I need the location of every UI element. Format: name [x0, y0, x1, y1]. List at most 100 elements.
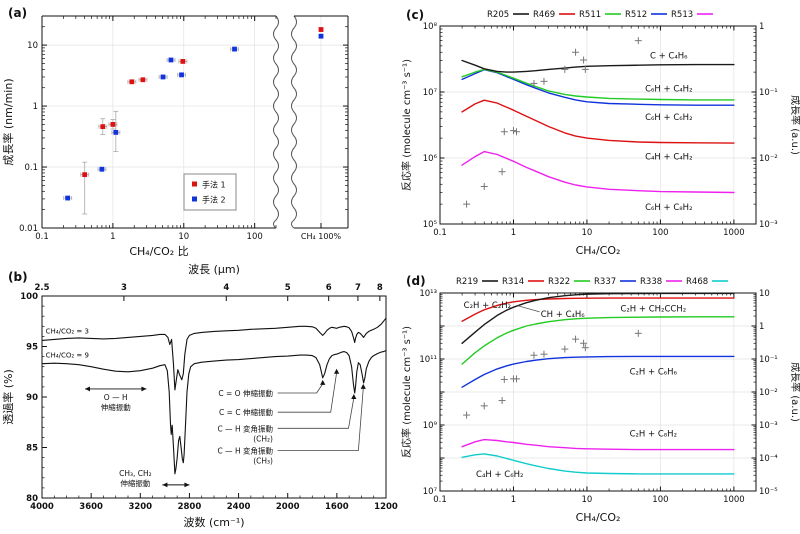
series-line-R511	[461, 68, 735, 101]
plus-marker	[480, 182, 488, 190]
plus-marker	[530, 79, 538, 87]
plus-marker	[480, 402, 488, 410]
y-tick-label-left: 10¹³	[419, 289, 437, 299]
y-tick-label: 0.1	[24, 163, 38, 173]
x-axis-title: 波数 (cm⁻¹)	[183, 516, 244, 529]
grid	[440, 26, 756, 224]
spectrum-curve-1	[41, 349, 387, 475]
scatter-point-手法 1	[82, 172, 88, 178]
x-tick-label: 10	[178, 232, 189, 242]
spectrum-label: CH₄/CO₂ = 3	[46, 327, 89, 335]
y-tick-label: 100	[20, 292, 38, 302]
annotation-leader-label: C — H 変角振動	[217, 446, 273, 456]
plus-marker	[634, 37, 642, 45]
break-axis-label: CH₄ 100%	[301, 232, 342, 241]
plus-marker	[463, 411, 471, 419]
y-tick-label-right: 10	[759, 289, 770, 299]
series-label-R338: C₂H + C₈H₂	[630, 430, 677, 440]
series-label-R337: C₂H + C₆H₆	[630, 367, 678, 377]
y-tick-label-right: 10⁻¹	[759, 88, 778, 98]
legend-label: 手法 1	[202, 180, 226, 190]
x-tick-label: 1000	[723, 495, 745, 505]
y-tick-label: 1	[33, 102, 38, 112]
arrow-head	[184, 482, 190, 488]
scatter-point-手法 1	[100, 124, 106, 130]
x2-tick-label: 5	[285, 283, 291, 293]
legend: R205 R469 R511 R512 R513	[487, 10, 713, 20]
legend-box	[183, 173, 237, 211]
legend-label-R338: R338	[640, 277, 662, 287]
legend-label-R205: R205	[487, 10, 509, 20]
legend: R219 R314 R322 R337 R338 R468	[456, 277, 728, 287]
panel-d-chart: R219 R314 R322 R337 R338 R468 0.1 1 10 100 1000 10⁷…	[400, 277, 800, 524]
legend-label-R314: R314	[502, 277, 524, 287]
y-tick-label-left: 10⁸	[423, 22, 438, 32]
series-label-R511: C₆H + C₄H₂	[645, 84, 692, 94]
x2-tick-label: 8	[377, 283, 383, 293]
y-tick-label-right: 10⁻³	[759, 421, 778, 431]
panel-a-label: (a)	[8, 6, 28, 20]
plus-marker	[581, 65, 589, 73]
x2-tick-label: 6	[326, 283, 332, 293]
annotation-leader-label2: (CH₂)	[253, 434, 273, 443]
plus-marker	[463, 200, 471, 208]
series-line-R219	[461, 292, 735, 345]
plus-marker	[500, 375, 508, 383]
annotation-leader-line	[277, 397, 355, 429]
plus-marker	[509, 127, 517, 135]
axes	[41, 295, 387, 499]
y-tick-label-left: 10⁹	[423, 421, 438, 431]
series-line-R322	[461, 316, 735, 365]
y-tick-label-right: 10⁻⁴	[759, 454, 778, 464]
scatter-point-手法 2	[113, 129, 119, 135]
x-tick-label: 4000	[30, 502, 54, 512]
y-tick-label-right: 10⁻³	[759, 220, 778, 230]
scatter-point-手法 2	[160, 74, 166, 80]
double-arrow	[85, 386, 147, 392]
annotation-oh: 伸縮振動	[101, 402, 131, 412]
series-label-R219: CH + C₄H₆	[541, 310, 586, 320]
annotation-leader-label2: (CH₃)	[253, 457, 273, 466]
plus-marker	[498, 397, 506, 405]
series-label-R469: C₄H + C₄H₂	[645, 153, 692, 163]
series-line-R513	[461, 150, 735, 194]
annotation-arrow-head	[360, 383, 366, 389]
legend-label-R469: R469	[533, 10, 555, 20]
plus-marker	[500, 128, 508, 136]
y-tick-label-right: 10⁻²	[759, 388, 778, 398]
y-tick-label-right: 10⁻⁵	[759, 487, 778, 497]
spectrum-curve-0	[41, 317, 387, 391]
y-tick-label-right: 10⁻¹	[759, 355, 778, 365]
x2-tick-label: 2.5	[34, 283, 49, 293]
legend-label: 手法 2	[202, 195, 226, 205]
axis-break-wave	[291, 15, 297, 229]
y-tick-label: 95	[26, 343, 38, 353]
plot-box	[41, 295, 387, 499]
plus-marker	[580, 56, 588, 64]
legend-label-R468: R468	[686, 277, 708, 287]
y-axis-title: 成長率 (nm/min)	[1, 78, 15, 165]
x-tick-label: 1	[110, 232, 115, 242]
plus-marker	[581, 344, 589, 352]
panel-b-chart: 4000 3600 3200 2800 2400 2000 1600 120080859095…	[1, 263, 398, 529]
y-tick-label: 0.01	[19, 224, 38, 234]
plus-marker	[530, 351, 538, 359]
legend: 手法 1 手法 2	[183, 173, 237, 211]
growth-rate-markers	[463, 329, 642, 419]
legend-label-R322: R322	[548, 277, 570, 287]
annotation-oh: O — H	[104, 393, 128, 402]
x-tick-label: 0.1	[433, 228, 447, 238]
x-tick-label: 100	[652, 228, 668, 238]
x-axis-title: CH₄/CO₂ 比	[129, 245, 188, 258]
y-axis-title-right: 成長率 (a.u.)	[789, 362, 800, 422]
x2-axis-title: 波長 (μm)	[188, 263, 240, 276]
scatter-point-ch4100-手法 2	[318, 33, 324, 39]
series-line-R468	[461, 453, 735, 475]
annotation-leader-label: C — H 変角振動	[217, 423, 273, 433]
series-line-R338	[461, 438, 735, 451]
data-points	[63, 27, 324, 215]
annotation-arrow-head	[351, 394, 357, 400]
series-label-leader-R219	[517, 305, 540, 313]
